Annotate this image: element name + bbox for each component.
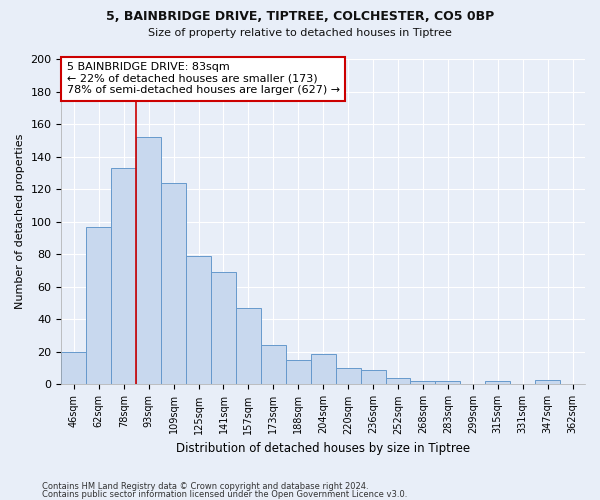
Text: Contains HM Land Registry data © Crown copyright and database right 2024.: Contains HM Land Registry data © Crown c… — [42, 482, 368, 491]
X-axis label: Distribution of detached houses by size in Tiptree: Distribution of detached houses by size … — [176, 442, 470, 455]
Bar — [136, 137, 161, 384]
Bar — [361, 370, 386, 384]
Bar — [286, 360, 311, 384]
Y-axis label: Number of detached properties: Number of detached properties — [15, 134, 25, 310]
Bar — [485, 381, 510, 384]
Bar — [436, 381, 460, 384]
Bar — [211, 272, 236, 384]
Text: Contains public sector information licensed under the Open Government Licence v3: Contains public sector information licen… — [42, 490, 407, 499]
Bar — [236, 308, 261, 384]
Bar — [111, 168, 136, 384]
Bar — [186, 256, 211, 384]
Bar — [386, 378, 410, 384]
Bar — [535, 380, 560, 384]
Bar — [335, 368, 361, 384]
Bar — [86, 226, 111, 384]
Text: 5 BAINBRIDGE DRIVE: 83sqm
← 22% of detached houses are smaller (173)
78% of semi: 5 BAINBRIDGE DRIVE: 83sqm ← 22% of detac… — [67, 62, 340, 96]
Bar — [261, 346, 286, 385]
Text: 5, BAINBRIDGE DRIVE, TIPTREE, COLCHESTER, CO5 0BP: 5, BAINBRIDGE DRIVE, TIPTREE, COLCHESTER… — [106, 10, 494, 23]
Bar — [61, 352, 86, 384]
Bar — [311, 354, 335, 384]
Text: Size of property relative to detached houses in Tiptree: Size of property relative to detached ho… — [148, 28, 452, 38]
Bar — [161, 182, 186, 384]
Bar — [410, 381, 436, 384]
